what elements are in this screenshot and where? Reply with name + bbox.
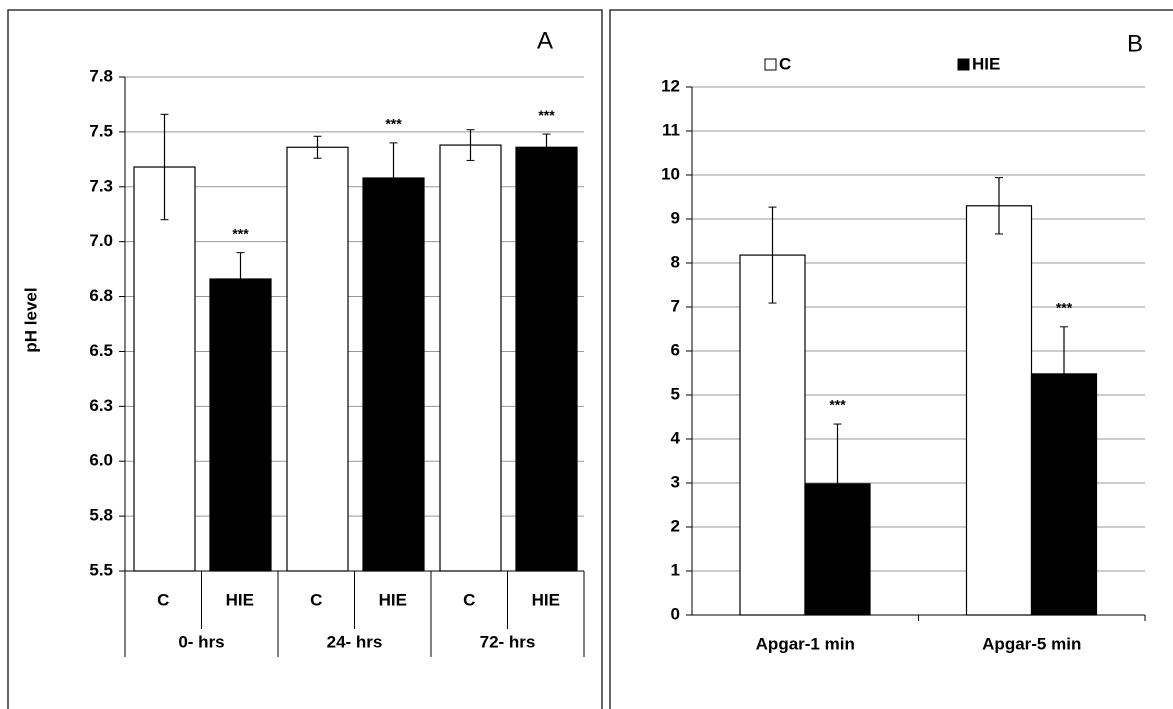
x-tick-label: Apgar-1 min	[756, 634, 855, 653]
x-tick-label: 24- hrs	[327, 632, 383, 651]
panel-label: A	[537, 27, 553, 54]
y-tick-label: 4	[671, 428, 681, 447]
bar	[965, 205, 1033, 616]
x-sub-label: C	[157, 590, 169, 609]
bar	[286, 146, 349, 572]
y-tick-label: 5.8	[89, 506, 113, 525]
y-tick-label: 2	[671, 516, 680, 535]
x-sub-label: HIE	[226, 590, 254, 609]
significance-label: ***	[385, 116, 402, 132]
significance-label: ***	[829, 397, 846, 413]
y-tick-label: 8	[671, 252, 680, 271]
panel-frame	[609, 9, 1173, 709]
bar	[209, 278, 272, 572]
bar	[515, 146, 578, 572]
y-tick-label: 11	[662, 120, 680, 139]
y-tick-label: 7	[671, 296, 680, 315]
bar	[362, 177, 425, 572]
y-tick-label: 3	[671, 472, 680, 491]
y-tick-label: 6.8	[89, 286, 113, 305]
y-tick-label: 1	[671, 560, 680, 579]
x-tick-label: Apgar-5 min	[982, 634, 1081, 653]
y-tick-label: 6.0	[89, 451, 113, 470]
bar	[739, 254, 806, 616]
y-tick-label: 6.5	[89, 341, 113, 360]
y-tick-label: 7.5	[89, 121, 113, 140]
x-sub-label: HIE	[532, 590, 560, 609]
y-tick-label: 10	[661, 164, 680, 183]
x-tick-label: 72- hrs	[480, 632, 536, 651]
significance-label: ***	[232, 225, 249, 241]
y-tick-label: 0	[671, 604, 680, 623]
y-tick-label: 7.8	[89, 66, 113, 85]
legend-swatch	[764, 58, 777, 71]
legend-swatch	[957, 58, 970, 71]
legend-label: C	[779, 54, 791, 73]
x-tick-label: 0- hrs	[178, 632, 224, 651]
y-tick-label: 5	[671, 384, 680, 403]
panel-frame	[7, 9, 603, 709]
y-tick-label: 6.3	[89, 396, 113, 415]
significance-label: ***	[1056, 300, 1073, 316]
y-tick-label: 5.5	[89, 560, 113, 579]
y-tick-label: 9	[671, 208, 680, 227]
bar	[133, 166, 196, 572]
y-tick-label: 12	[661, 76, 680, 95]
y-tick-label: 7.0	[89, 231, 113, 250]
y-tick-label: 6	[671, 340, 680, 359]
legend-label: HIE	[972, 54, 1000, 73]
y-axis-title: pH level	[21, 287, 40, 352]
x-sub-label: C	[310, 590, 322, 609]
significance-label: ***	[538, 107, 555, 123]
x-sub-label: HIE	[379, 590, 407, 609]
bar	[439, 144, 502, 572]
panel-label: B	[1127, 30, 1143, 57]
y-tick-label: 7.3	[89, 176, 113, 195]
x-sub-label: C	[463, 590, 475, 609]
